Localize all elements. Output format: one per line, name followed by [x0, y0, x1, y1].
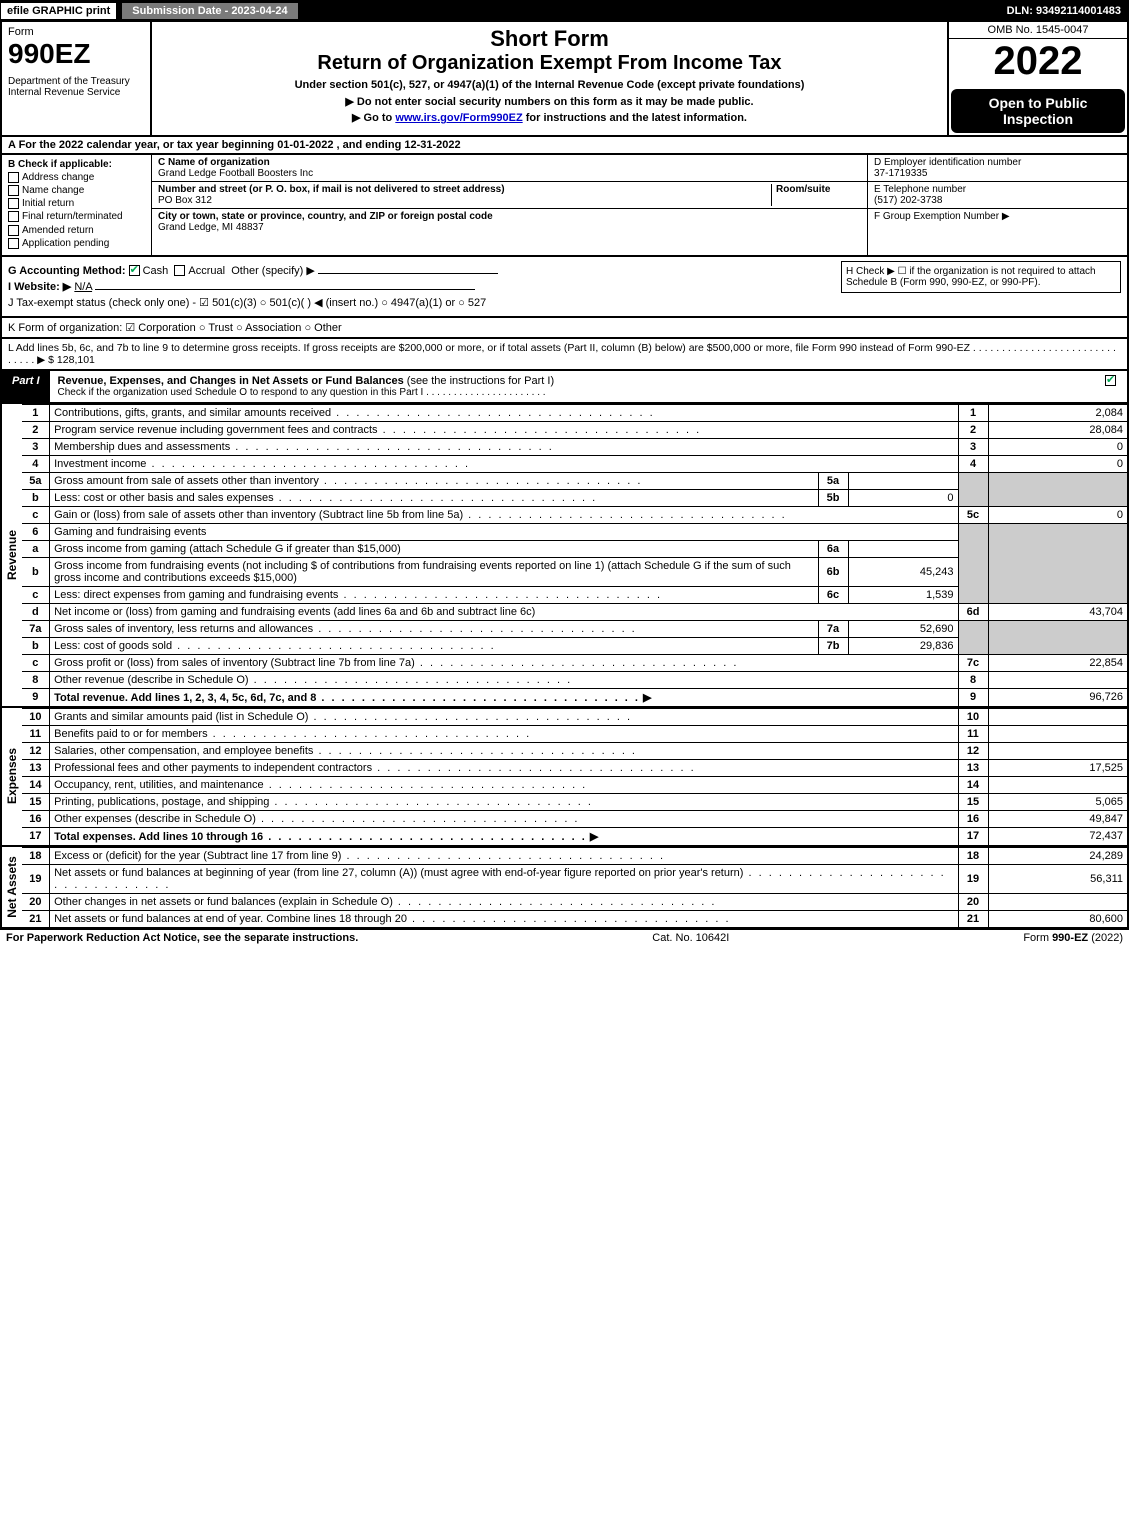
net-assets-vertical-label: Net Assets: [0, 847, 22, 929]
header-middle: Short Form Return of Organization Exempt…: [152, 22, 947, 135]
line-18: 18Excess or (deficit) for the year (Subt…: [22, 847, 1128, 864]
main-title: Return of Organization Exempt From Incom…: [160, 52, 939, 75]
line-10: 10Grants and similar amounts paid (list …: [22, 708, 1128, 725]
submission-date: Submission Date - 2023-04-24: [121, 2, 298, 20]
c-city-header: City or town, state or province, country…: [158, 211, 493, 222]
k-form-of-org: K Form of organization: ☑ Corporation ○ …: [0, 318, 1129, 339]
check-amended-return[interactable]: Amended return: [8, 225, 145, 236]
b-label: B Check if applicable:: [8, 159, 145, 170]
net-assets-group: Net Assets 18Excess or (deficit) for the…: [0, 847, 1129, 929]
omb-number: OMB No. 1545-0047: [949, 22, 1127, 39]
line-9: 9Total revenue. Add lines 1, 2, 3, 4, 5c…: [22, 688, 1128, 707]
line-17: 17Total expenses. Add lines 10 through 1…: [22, 827, 1128, 846]
form-number: 990EZ: [8, 38, 144, 70]
line-11: 11Benefits paid to or for members11: [22, 725, 1128, 742]
form-word: Form: [8, 26, 144, 38]
open-to-public: Open to Public Inspection: [951, 89, 1125, 133]
page-footer: For Paperwork Reduction Act Notice, see …: [0, 929, 1129, 946]
line-6: 6Gaming and fundraising events: [22, 523, 1128, 540]
line-3: 3Membership dues and assessments30: [22, 438, 1128, 455]
website-value: N/A: [74, 281, 92, 293]
tax-year: 2022: [949, 39, 1127, 87]
section-bcdef: B Check if applicable: Address change Na…: [0, 155, 1129, 257]
header-left: Form 990EZ Department of the Treasury In…: [2, 22, 152, 135]
j-tax-exempt-status: J Tax-exempt status (check only one) - ☑…: [8, 296, 1121, 309]
revenue-vertical-label: Revenue: [0, 404, 22, 708]
catalog-number: Cat. No. 10642I: [358, 932, 1023, 944]
h-schedule-b-box: H Check ▶ ☐ if the organization is not r…: [841, 261, 1121, 293]
irs-link[interactable]: www.irs.gov/Form990EZ: [395, 112, 522, 124]
section-ghij: G Accounting Method: Cash Accrual Other …: [0, 257, 1129, 318]
check-address-change[interactable]: Address change: [8, 172, 145, 183]
org-street: PO Box 312: [158, 195, 212, 206]
line-15: 15Printing, publications, postage, and s…: [22, 793, 1128, 810]
line-4: 4Investment income40: [22, 455, 1128, 472]
goto-link-line: ▶ Go to www.irs.gov/Form990EZ for instru…: [160, 111, 939, 124]
line-1: 1Contributions, gifts, grants, and simil…: [22, 404, 1128, 421]
line-13: 13Professional fees and other payments t…: [22, 759, 1128, 776]
part-1-title: Revenue, Expenses, and Changes in Net As…: [50, 371, 1097, 402]
part-1-bar: Part I Revenue, Expenses, and Changes in…: [0, 371, 1129, 404]
line-2: 2Program service revenue including gover…: [22, 421, 1128, 438]
row-a-tax-year: A For the 2022 calendar year, or tax yea…: [0, 137, 1129, 155]
phone-value: (517) 202-3738: [874, 195, 942, 206]
line-8: 8Other revenue (describe in Schedule O)8: [22, 671, 1128, 688]
l-gross-receipts: L Add lines 5b, 6c, and 7b to line 9 to …: [0, 339, 1129, 371]
c-name-header: C Name of organization: [158, 157, 270, 168]
revenue-table: 1Contributions, gifts, grants, and simil…: [22, 404, 1129, 708]
part-1-label: Part I: [2, 371, 50, 402]
line-20: 20Other changes in net assets or fund ba…: [22, 893, 1128, 910]
part-1-schedule-o-check[interactable]: [1097, 371, 1127, 402]
gross-receipts-value: $ 128,101: [48, 354, 95, 366]
col-b-checkboxes: B Check if applicable: Address change Na…: [2, 155, 152, 255]
expenses-group: Expenses 10Grants and similar amounts pa…: [0, 708, 1129, 847]
form-ref: Form 990-EZ (2022): [1023, 932, 1123, 944]
efile-print-label[interactable]: efile GRAPHIC print: [0, 2, 117, 20]
dept-treasury: Department of the Treasury Internal Reve…: [8, 76, 144, 98]
org-name: Grand Ledge Football Boosters Inc: [158, 168, 313, 179]
goto-prefix: ▶ Go to: [352, 112, 395, 124]
line-14: 14Occupancy, rent, utilities, and mainte…: [22, 776, 1128, 793]
line-16: 16Other expenses (describe in Schedule O…: [22, 810, 1128, 827]
check-cash[interactable]: [129, 265, 140, 276]
header-right: OMB No. 1545-0047 2022 Open to Public In…: [947, 22, 1127, 135]
check-initial-return[interactable]: Initial return: [8, 198, 145, 209]
col-def: D Employer identification number 37-1719…: [867, 155, 1127, 255]
ssn-warning: ▶ Do not enter social security numbers o…: [160, 95, 939, 108]
form-header: Form 990EZ Department of the Treasury In…: [0, 22, 1129, 137]
line-5c: cGain or (loss) from sale of assets othe…: [22, 506, 1128, 523]
dln-label: DLN: 93492114001483: [999, 3, 1129, 19]
room-suite-header: Room/suite: [776, 184, 830, 195]
under-section-text: Under section 501(c), 527, or 4947(a)(1)…: [160, 79, 939, 91]
e-phone-label: E Telephone number: [874, 184, 966, 195]
line-6d: dNet income or (loss) from gaming and fu…: [22, 603, 1128, 620]
check-accrual[interactable]: [174, 265, 185, 276]
col-c-org-info: C Name of organization Grand Ledge Footb…: [152, 155, 867, 255]
check-name-change[interactable]: Name change: [8, 185, 145, 196]
line-19: 19Net assets or fund balances at beginni…: [22, 864, 1128, 893]
goto-suffix: for instructions and the latest informat…: [526, 112, 747, 124]
line-5a: 5aGross amount from sale of assets other…: [22, 472, 1128, 489]
expenses-table: 10Grants and similar amounts paid (list …: [22, 708, 1129, 847]
expenses-vertical-label: Expenses: [0, 708, 22, 847]
line-12: 12Salaries, other compensation, and empl…: [22, 742, 1128, 759]
check-final-return[interactable]: Final return/terminated: [8, 211, 145, 222]
line-7a: 7aGross sales of inventory, less returns…: [22, 620, 1128, 637]
org-city: Grand Ledge, MI 48837: [158, 222, 264, 233]
top-bar: efile GRAPHIC print Submission Date - 20…: [0, 0, 1129, 22]
net-assets-table: 18Excess or (deficit) for the year (Subt…: [22, 847, 1129, 929]
ein-value: 37-1719335: [874, 168, 927, 179]
c-street-header: Number and street (or P. O. box, if mail…: [158, 184, 505, 195]
d-ein-label: D Employer identification number: [874, 157, 1021, 168]
line-7c: cGross profit or (loss) from sales of in…: [22, 654, 1128, 671]
short-form-title: Short Form: [160, 26, 939, 52]
line-21: 21Net assets or fund balances at end of …: [22, 910, 1128, 928]
check-application-pending[interactable]: Application pending: [8, 238, 145, 249]
paperwork-notice: For Paperwork Reduction Act Notice, see …: [6, 932, 358, 944]
revenue-group: Revenue 1Contributions, gifts, grants, a…: [0, 404, 1129, 708]
f-group-exempt-label: F Group Exemption Number ▶: [874, 211, 1010, 222]
